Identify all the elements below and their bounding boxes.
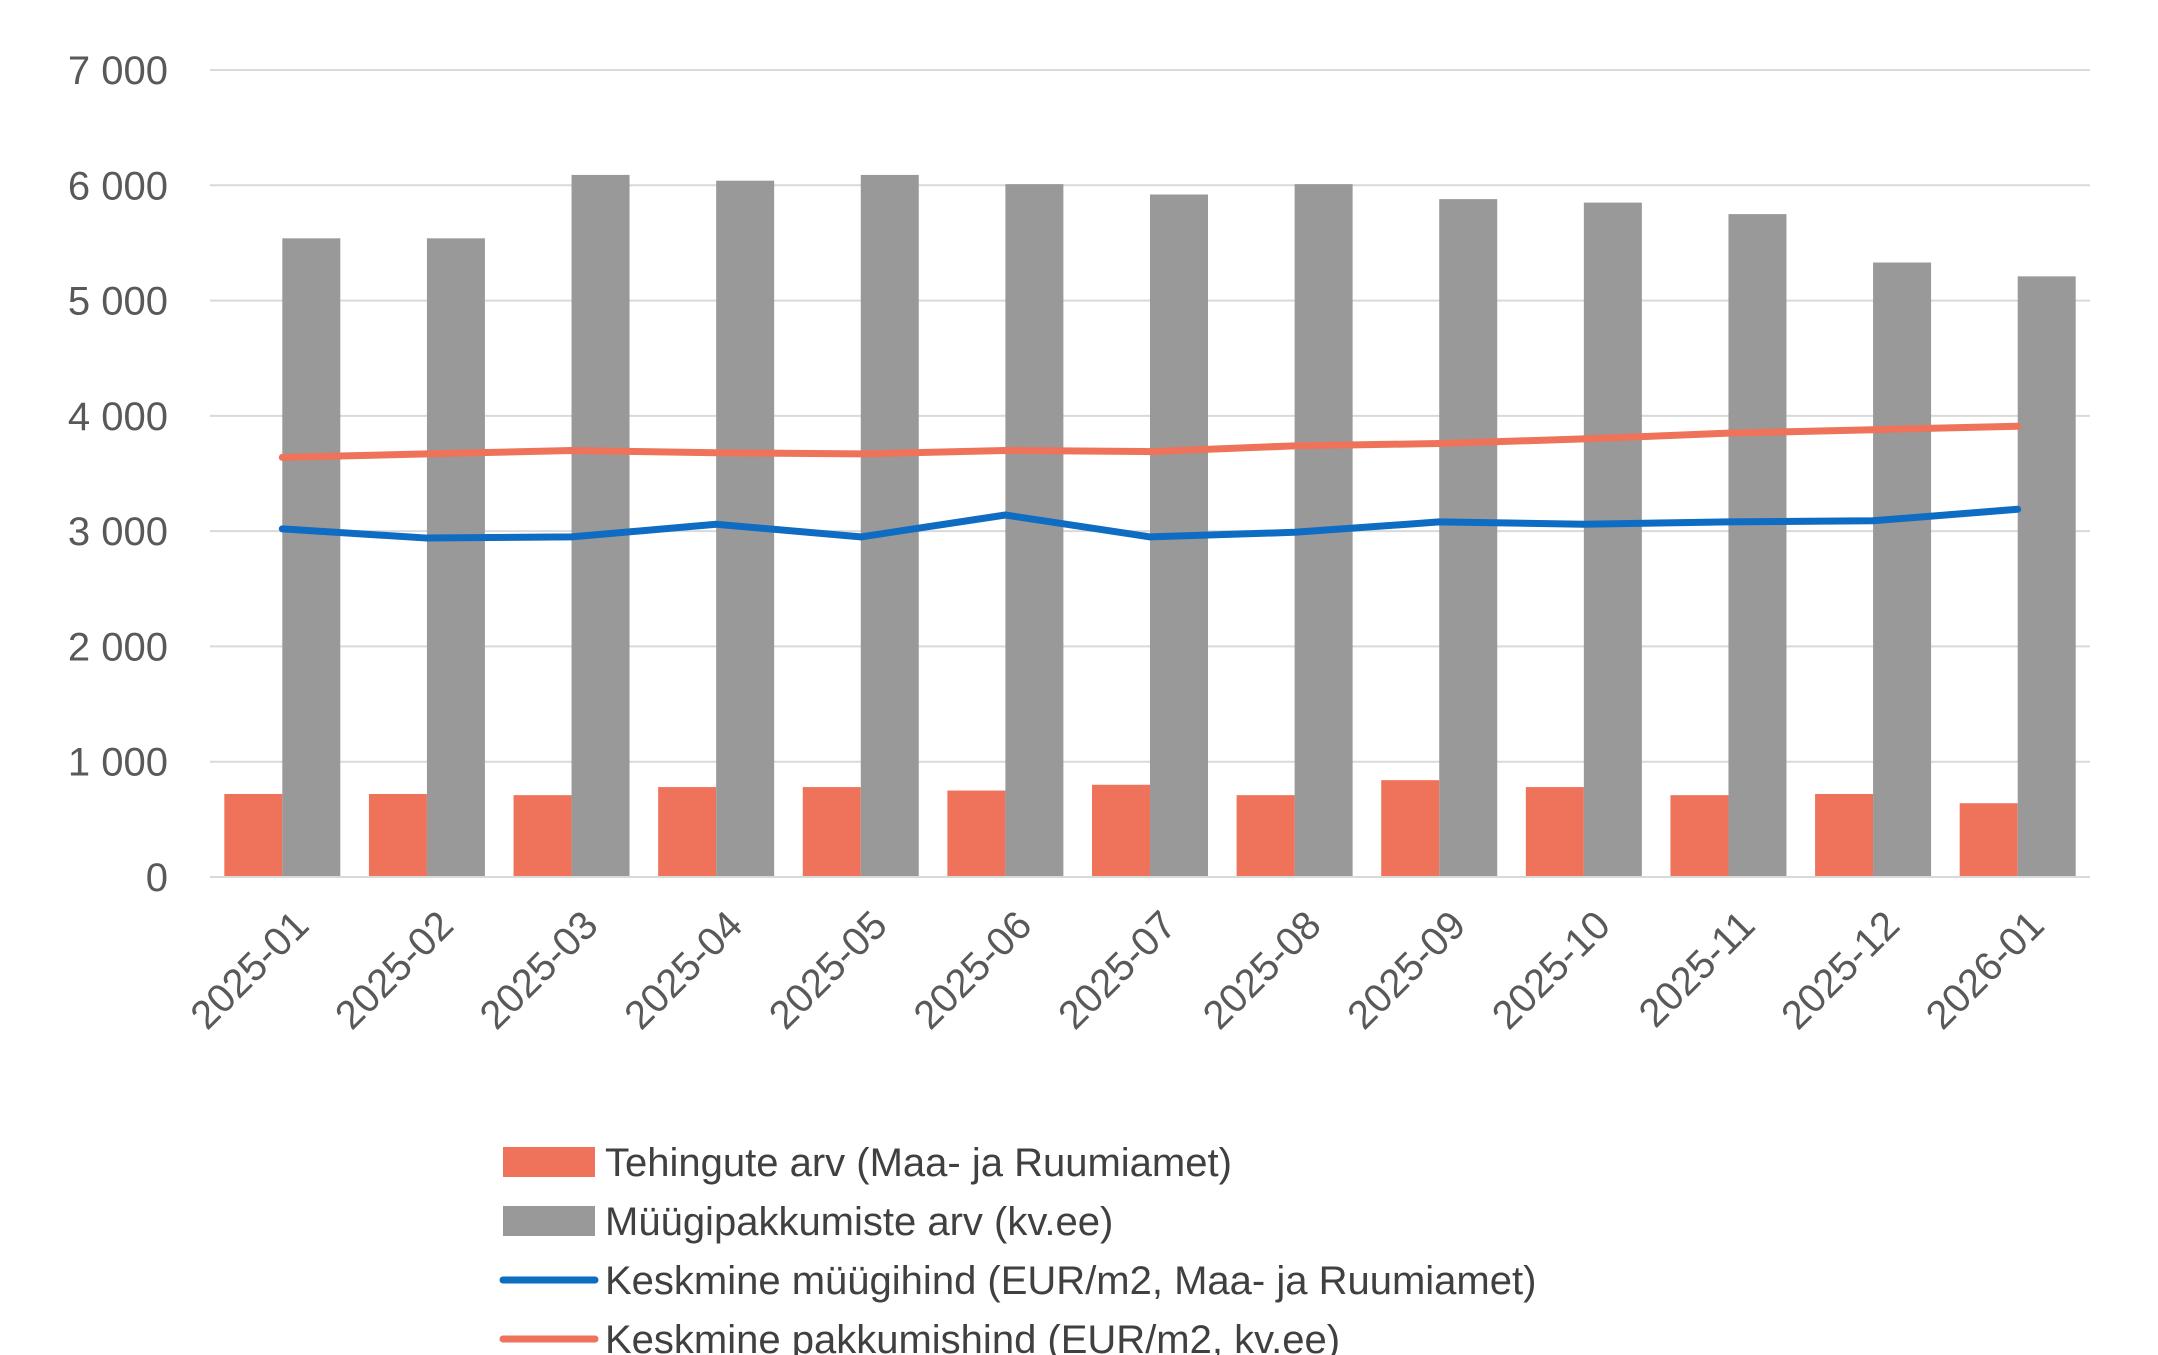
x-axis-ticks: 2025-01 2025-02 2025-03 2025-04 2025-05 2025-… bbox=[182, 903, 2052, 1038]
bar-tehingute bbox=[802, 787, 861, 877]
x-tick-label: 2025-07 bbox=[1050, 903, 1185, 1038]
y-axis-ticks: 0 1 000 2 000 3 000 4 000 5 000 6 000 7 000 bbox=[68, 49, 168, 900]
x-tick-label: 2026-01 bbox=[1918, 903, 2053, 1038]
legend-label: Keskmine pakkumishind (EUR/m2, kv.ee) bbox=[605, 1318, 1340, 1355]
x-tick-label: 2025-06 bbox=[905, 903, 1040, 1038]
legend-swatch-bar bbox=[503, 1147, 595, 1177]
x-tick-label: 2025-12 bbox=[1773, 903, 1908, 1038]
bar-tehingute bbox=[1815, 793, 1874, 877]
y-tick-label: 7 000 bbox=[68, 49, 168, 93]
legend-label: Müügipakkumiste arv (kv.ee) bbox=[605, 1200, 1113, 1244]
bar-tehingute bbox=[1381, 780, 1440, 877]
y-tick-label: 1 000 bbox=[68, 741, 168, 785]
bar-müügipakkumiste bbox=[571, 174, 630, 877]
x-tick-label: 2025-05 bbox=[761, 903, 896, 1038]
bar-müügipakkumiste bbox=[1439, 199, 1498, 877]
y-tick-label: 2 000 bbox=[68, 625, 168, 669]
bar-tehingute bbox=[947, 790, 1006, 877]
bar-tehingute bbox=[368, 793, 427, 877]
lines bbox=[278, 422, 2022, 542]
x-tick-label: 2025-08 bbox=[1195, 903, 1330, 1038]
bar-tehingute bbox=[1959, 803, 2018, 877]
x-tick-label: 2025-11 bbox=[1631, 903, 1764, 1036]
bar-tehingute bbox=[513, 795, 572, 877]
bar-tehingute bbox=[224, 793, 283, 877]
x-tick-label: 2025-02 bbox=[327, 903, 462, 1038]
legend-swatch-bar bbox=[503, 1206, 595, 1236]
y-tick-label: 5 000 bbox=[68, 280, 168, 324]
bar-müügipakkumiste bbox=[426, 238, 485, 877]
bar-tehingute bbox=[658, 787, 717, 877]
bar-müügipakkumiste bbox=[282, 238, 341, 877]
x-tick-label: 2025-01 bbox=[182, 903, 317, 1038]
legend-label: Tehingute arv (Maa- ja Ruumiamet) bbox=[605, 1141, 1232, 1185]
bar-tehingute bbox=[1525, 787, 1584, 877]
line-keskmine-pakkumishind bbox=[278, 422, 2022, 461]
bar-tehingute bbox=[1236, 795, 1295, 877]
x-tick-label: 2025-03 bbox=[472, 903, 607, 1038]
bar-müügipakkumiste bbox=[1005, 184, 1064, 877]
x-tick-label: 2025-04 bbox=[616, 903, 751, 1038]
x-tick-label: 2025-10 bbox=[1484, 903, 1619, 1038]
bars bbox=[224, 174, 2076, 878]
line-keskmine-muugihind bbox=[278, 505, 2022, 542]
legend: Tehingute arv (Maa- ja Ruumiamet) Müügipa… bbox=[499, 1141, 1536, 1355]
legend-label: Keskmine müügihind (EUR/m2, Maa- ja Ruum… bbox=[605, 1259, 1536, 1303]
y-tick-label: 3 000 bbox=[68, 510, 168, 554]
bar-müügipakkumiste bbox=[2017, 276, 2076, 877]
y-tick-label: 6 000 bbox=[68, 164, 168, 208]
bar-müügipakkumiste bbox=[1873, 262, 1932, 878]
bar-müügipakkumiste bbox=[860, 174, 919, 877]
y-tick-label: 4 000 bbox=[68, 395, 168, 439]
bar-müügipakkumiste bbox=[1728, 214, 1787, 877]
bar-tehingute bbox=[1092, 784, 1150, 877]
y-tick-label: 0 bbox=[146, 856, 168, 900]
x-tick-label: 2025-09 bbox=[1339, 903, 1474, 1038]
bar-tehingute bbox=[1670, 795, 1729, 877]
bar-müügipakkumiste bbox=[1583, 202, 1642, 878]
